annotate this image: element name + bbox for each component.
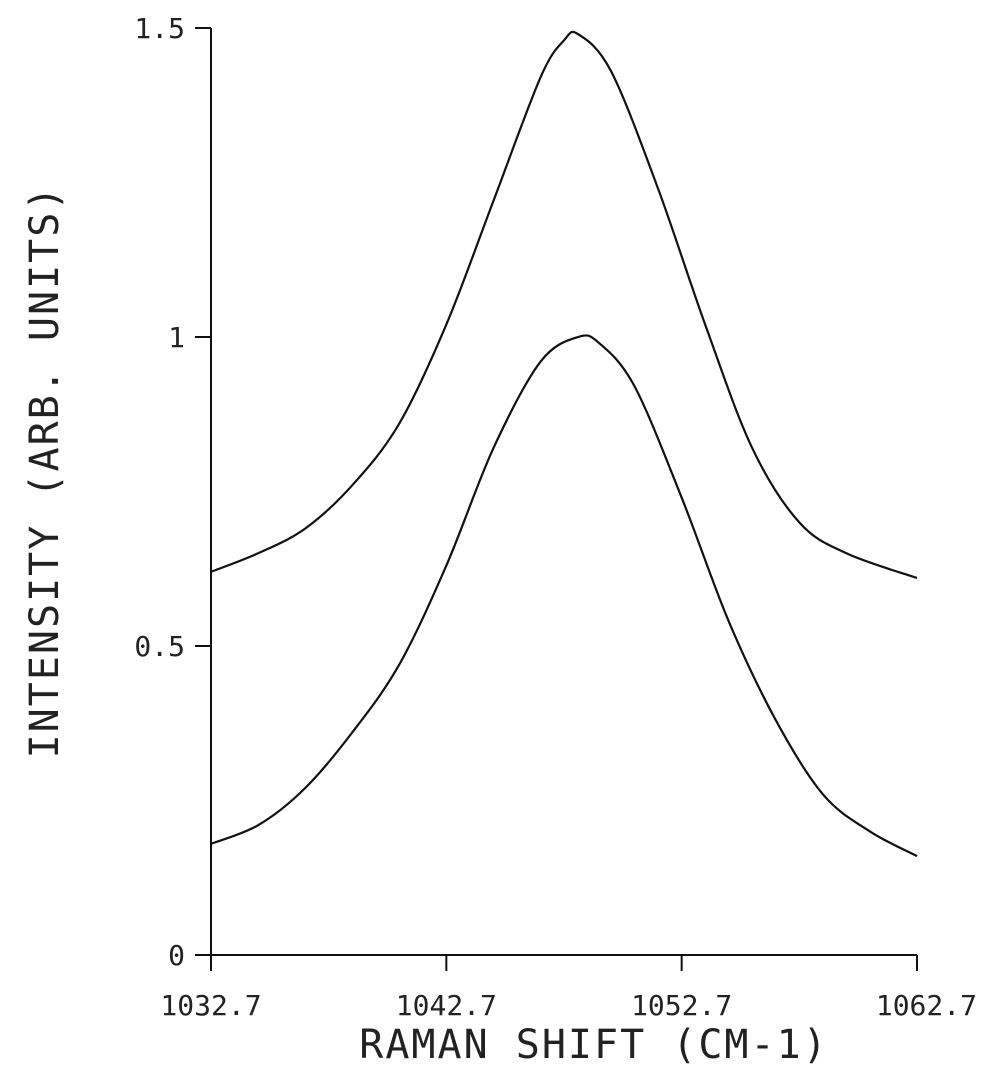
series-line-1 [210,30,918,580]
y-tick-label: 0 [168,939,185,972]
y-axis-title: INTENSITY (ARB. UNITS) [22,185,68,759]
x-axis-title: RAMAN SHIFT (CM-1) [359,1022,828,1068]
x-tick-label: 1032.7 [160,989,261,1022]
y-tick-label: 1.5 [134,12,185,45]
x-tick-label: 1042.7 [396,989,497,1022]
y-tick-label: 1 [168,321,185,354]
chart-series [210,30,918,858]
y-tick-label: 0.5 [134,630,185,663]
series-line-2 [210,334,918,858]
chart-axes: 0 0.5 1 1.5 1032.7 1042.7 1052.7 1062.7 [134,12,977,1022]
x-tick-label: 1052.7 [631,989,732,1022]
x-tick-label: 1062.7 [876,989,977,1022]
